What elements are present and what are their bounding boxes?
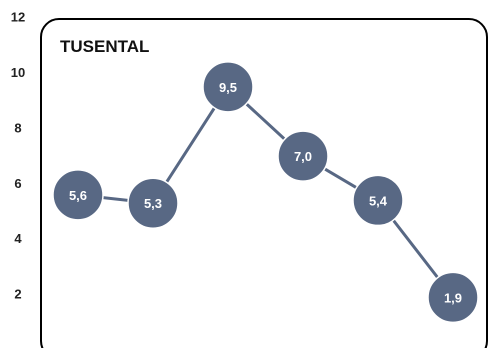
chart-title: TUSENTAL (60, 37, 149, 56)
y-tick-label: 10 (11, 65, 25, 80)
data-label: 9,5 (219, 80, 237, 95)
data-point (127, 177, 179, 229)
y-tick-label: 8 (14, 120, 21, 135)
y-tick-label: 6 (14, 176, 21, 191)
y-tick-label: 2 (14, 287, 21, 302)
data-label: 5,6 (69, 188, 87, 203)
data-label: 5,4 (369, 193, 388, 208)
data-markers: 5,6 5,3 9,5 7,0 5,4 1,9 (52, 61, 479, 324)
y-axis-ticks: 2 4 6 8 10 12 (11, 10, 25, 302)
data-label: 7,0 (294, 149, 312, 164)
data-point (52, 169, 104, 221)
data-point (202, 61, 254, 113)
y-tick-label: 4 (14, 231, 22, 246)
data-point (427, 271, 479, 324)
plot-frame (40, 18, 488, 348)
data-point (277, 130, 329, 182)
data-label: 5,3 (144, 196, 162, 211)
data-point (352, 174, 404, 227)
data-label: 1,9 (444, 290, 462, 305)
y-tick-label: 12 (11, 10, 25, 25)
